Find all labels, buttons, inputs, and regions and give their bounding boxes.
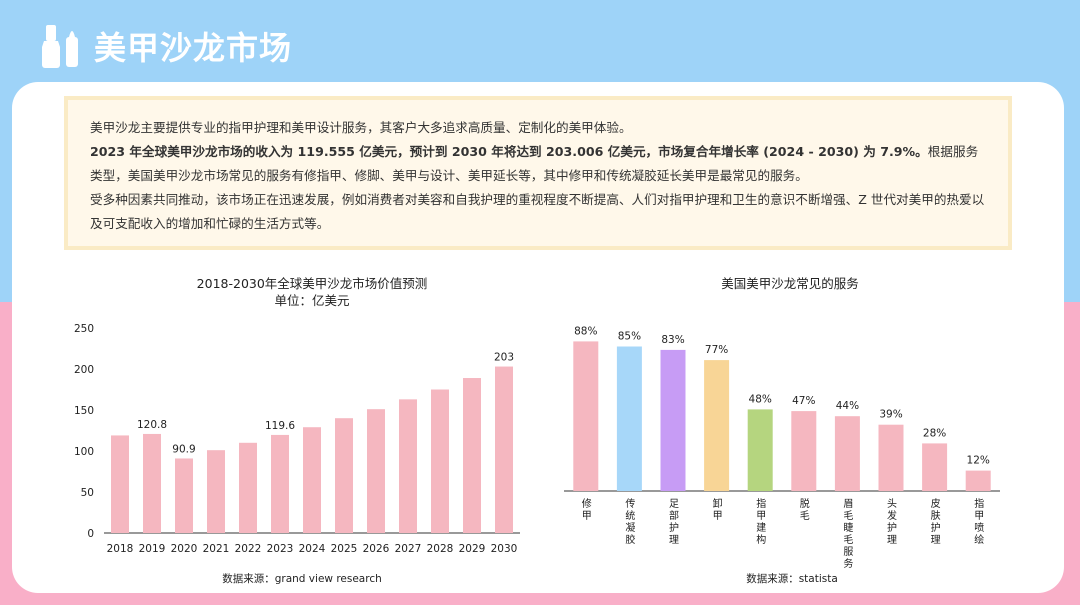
data-label: 28% [923,427,946,439]
bar [704,360,730,491]
data-label: 39% [879,409,902,421]
bar [834,416,860,491]
chart-title: 2018-2030年全球美甲沙龙市场价值预测 [197,276,428,291]
bar [878,424,904,491]
bar [399,399,417,533]
bar [111,435,129,533]
data-label: 88% [574,325,597,337]
bar [791,411,817,491]
data-label: 77% [705,344,728,356]
x-tick-label: 指甲建构 [756,497,766,546]
x-tick-label: 脱毛 [800,497,810,522]
x-tick-label: 眉毛睫毛服务 [843,498,853,570]
chart-source: 数据来源：grand view research [222,572,382,585]
bar [573,341,599,491]
x-tick-label: 指甲喷绘 [974,497,984,546]
bar [175,458,193,533]
data-label: 47% [792,395,815,407]
data-label: 119.6 [265,420,295,432]
x-tick-label: 修甲 [582,497,592,522]
data-label: 203 [494,352,514,364]
x-tick-label: 2029 [459,543,486,555]
bar [207,450,225,533]
services-chart: 美国美甲沙龙常见的服务 88% 修甲 85% 传统凝胶 83% 足部护理 77% 卸甲 48% 指甲… [564,276,1000,585]
brand-logo-text: 大数跨境 [54,570,134,594]
bar [463,378,481,533]
nail-polish-icon [42,25,78,68]
x-tick-label: 2023 [267,543,294,555]
bar [495,366,513,533]
x-tick-label: 2030 [491,543,518,555]
x-tick-label: 2027 [395,543,422,555]
y-tick-label: 250 [74,323,94,335]
x-tick-label: 2025 [331,543,358,555]
data-label: 85% [618,331,641,343]
data-label: 120.8 [137,419,167,431]
data-label: 44% [836,400,859,412]
intro-highlight: 2023 年全球美甲沙龙市场的收入为 119.555 亿美元，预计到 2030 … [90,144,928,159]
bar [303,427,321,533]
bar [271,434,289,533]
chart-title: 美国美甲沙龙常见的服务 [721,276,859,291]
x-tick-label: 头发护理 [887,498,897,546]
data-label: 12% [967,455,990,467]
x-tick-label: 皮肤护理 [931,497,941,546]
data-label: 83% [661,334,684,346]
x-tick-label: 传统凝胶 [625,498,635,546]
chart-subtitle: 单位：亿美元 [274,293,349,308]
intro-paragraph-3: 受多种因素共同推动，该市场正在迅速发展，例如消费者对美容和自我护理的重视程度不断… [90,192,985,231]
bar [367,409,385,533]
x-tick-label: 足部护理 [669,498,679,546]
x-tick-label: 卸甲 [713,497,723,522]
data-label: 90.9 [172,443,195,455]
x-tick-label: 2028 [427,543,454,555]
bar [965,470,991,491]
x-tick-label: 2021 [203,543,230,555]
brand-logo: 大数跨境 [20,566,134,595]
intro-paragraph-1: 美甲沙龙主要提供专业的指甲护理和美甲设计服务，其客户大多追求高质量、定制化的美甲… [90,120,632,135]
bar [616,346,642,491]
y-tick-label: 100 [74,446,94,458]
bar [239,442,257,533]
x-tick-label: 2024 [299,543,326,555]
y-tick-label: 150 [74,405,94,417]
data-label: 48% [749,393,772,405]
y-tick-label: 50 [81,487,94,499]
x-tick-label: 2026 [363,543,390,555]
x-tick-label: 2022 [235,543,262,555]
bar [922,443,948,491]
bar [335,418,353,533]
bar [747,409,773,491]
y-tick-label: 0 [87,528,94,540]
bar [431,389,449,533]
intro-box: 美甲沙龙主要提供专业的指甲护理和美甲设计服务，其客户大多追求高质量、定制化的美甲… [64,96,1012,250]
x-tick-label: 2019 [139,543,166,555]
bar [660,349,686,491]
bar [143,433,161,533]
title-bar: 美甲沙龙市场 [40,18,292,74]
x-tick-label: 2020 [171,543,198,555]
brand-logo-icon [21,572,49,590]
y-tick-label: 200 [74,364,94,376]
chart-source: 数据来源：statista [746,572,838,585]
x-tick-label: 2018 [107,543,134,555]
page-title: 美甲沙龙市场 [94,29,293,67]
intro-paragraph-2-rest: 根据服务类型，美国美甲沙龙市场常见的服务有修指甲、修脚、美甲与设计、美甲延长等，… [90,144,979,183]
intro-paragraph-2: 2023 年全球美甲沙龙市场的收入为 119.555 亿美元，预计到 2030 … [90,140,988,188]
